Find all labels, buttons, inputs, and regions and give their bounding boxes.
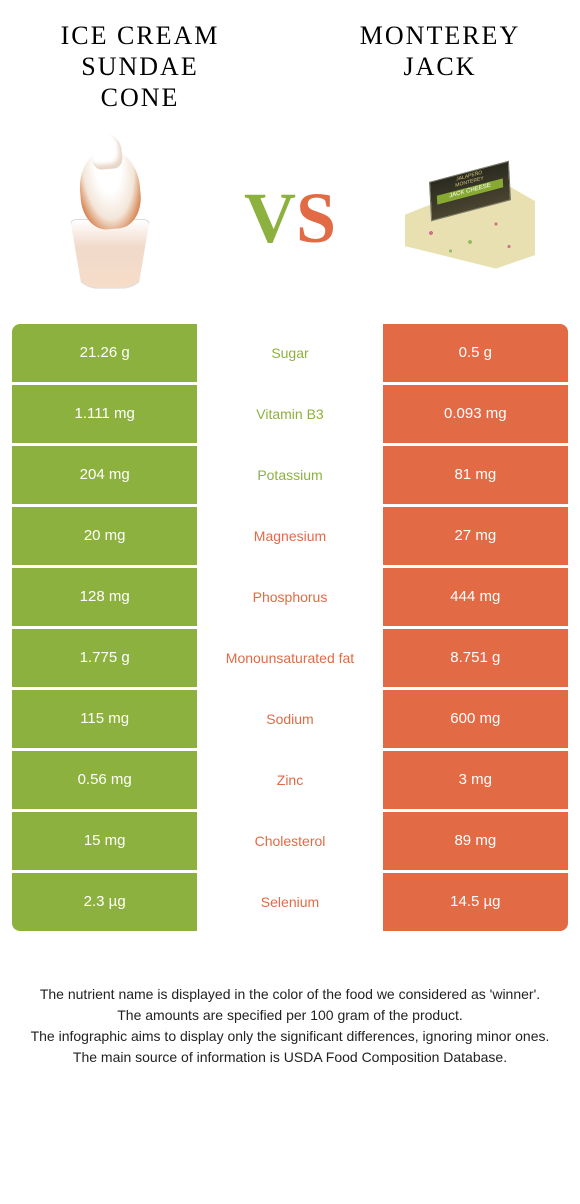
title-left: ICE CREAM SUNDAE CONE — [40, 20, 240, 114]
footnotes: The nutrient name is displayed in the co… — [0, 934, 580, 1098]
table-row: 128 mgPhosphorus444 mg — [12, 568, 568, 626]
table-row: 1.775 gMonounsaturated fat8.751 g — [12, 629, 568, 687]
value-left: 15 mg — [12, 812, 197, 870]
value-right: 0.5 g — [383, 324, 568, 382]
footnote-line: The nutrient name is displayed in the co… — [20, 984, 560, 1005]
footnote-line: The main source of information is USDA F… — [20, 1047, 560, 1068]
nutrient-label: Sodium — [197, 690, 382, 748]
table-row: 1.111 mgVitamin B30.093 mg — [12, 385, 568, 443]
value-right: 8.751 g — [383, 629, 568, 687]
value-left: 1.775 g — [12, 629, 197, 687]
value-left: 2.3 µg — [12, 873, 197, 931]
table-row: 115 mgSodium600 mg — [12, 690, 568, 748]
sundae-image — [30, 139, 190, 299]
table-row: 21.26 gSugar0.5 g — [12, 324, 568, 382]
value-right: 14.5 µg — [383, 873, 568, 931]
nutrient-label: Potassium — [197, 446, 382, 504]
nutrient-label: Cholesterol — [197, 812, 382, 870]
table-row: 20 mgMagnesium27 mg — [12, 507, 568, 565]
image-row: VS JALAPEÑOMONTEREYJACK CHEESE — [0, 124, 580, 324]
value-left: 0.56 mg — [12, 751, 197, 809]
value-right: 89 mg — [383, 812, 568, 870]
value-right: 0.093 mg — [383, 385, 568, 443]
table-row: 15 mgCholesterol89 mg — [12, 812, 568, 870]
comparison-table: 21.26 gSugar0.5 g1.111 mgVitamin B30.093… — [0, 324, 580, 931]
nutrient-label: Zinc — [197, 751, 382, 809]
vs-label: VS — [244, 177, 336, 260]
table-row: 204 mgPotassium81 mg — [12, 446, 568, 504]
nutrient-label: Monounsaturated fat — [197, 629, 382, 687]
value-left: 21.26 g — [12, 324, 197, 382]
nutrient-label: Phosphorus — [197, 568, 382, 626]
value-left: 20 mg — [12, 507, 197, 565]
value-right: 600 mg — [383, 690, 568, 748]
value-right: 27 mg — [383, 507, 568, 565]
table-row: 2.3 µgSelenium14.5 µg — [12, 873, 568, 931]
footnote-line: The amounts are specified per 100 gram o… — [20, 1005, 560, 1026]
vs-v: V — [244, 178, 296, 258]
value-right: 3 mg — [383, 751, 568, 809]
value-left: 128 mg — [12, 568, 197, 626]
footnote-line: The infographic aims to display only the… — [20, 1026, 560, 1047]
value-right: 444 mg — [383, 568, 568, 626]
nutrient-label: Sugar — [197, 324, 382, 382]
nutrient-label: Magnesium — [197, 507, 382, 565]
nutrient-label: Selenium — [197, 873, 382, 931]
vs-s: S — [296, 178, 336, 258]
value-left: 115 mg — [12, 690, 197, 748]
value-left: 204 mg — [12, 446, 197, 504]
table-row: 0.56 mgZinc3 mg — [12, 751, 568, 809]
nutrient-label: Vitamin B3 — [197, 385, 382, 443]
title-right: MONTEREY JACK — [340, 20, 540, 114]
cheese-image: JALAPEÑOMONTEREYJACK CHEESE — [390, 139, 550, 299]
value-left: 1.111 mg — [12, 385, 197, 443]
header: ICE CREAM SUNDAE CONE MONTEREY JACK — [0, 0, 580, 124]
value-right: 81 mg — [383, 446, 568, 504]
